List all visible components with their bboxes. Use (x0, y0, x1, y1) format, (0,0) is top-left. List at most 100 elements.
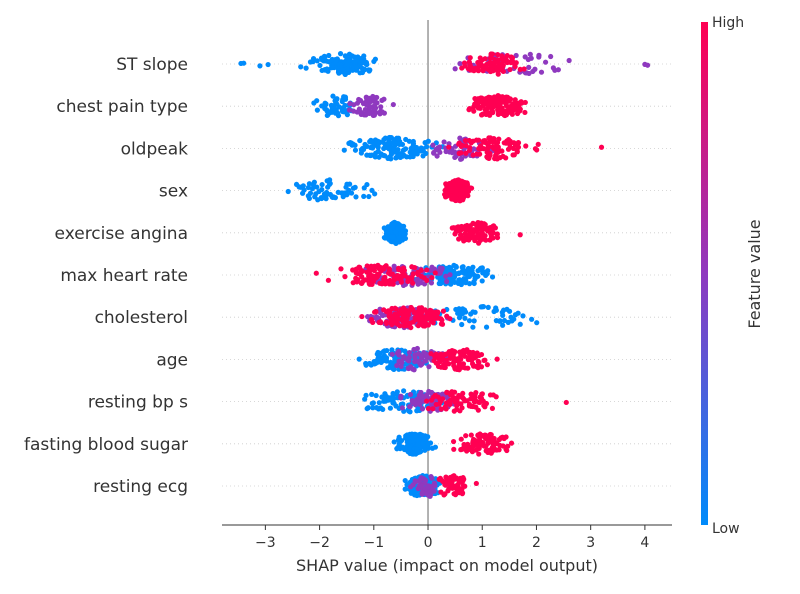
shap-point (384, 347, 390, 354)
shap-point (326, 181, 333, 188)
shap-point (488, 99, 494, 105)
shap-point (424, 398, 430, 404)
shap-point (457, 312, 464, 318)
shap-point (447, 316, 453, 322)
shap-point (381, 96, 387, 102)
x-tick-label: −2 (309, 535, 330, 551)
shap-point (376, 357, 382, 363)
shap-point (460, 306, 466, 312)
feature-label: age (156, 350, 188, 370)
shap-point (448, 187, 455, 194)
shap-point (466, 444, 473, 451)
shap-point (375, 263, 381, 269)
x-axis-label: SHAP value (impact on model output) (296, 556, 598, 575)
shap-point (391, 358, 398, 365)
shap-point (429, 475, 435, 481)
shap-point (462, 315, 468, 321)
shap-point (428, 280, 435, 286)
shap-point (471, 318, 477, 324)
shap-point (396, 352, 402, 358)
feature-label: resting ecg (93, 477, 188, 497)
shap-point (536, 52, 542, 58)
shap-point (426, 493, 433, 499)
shap-point (410, 271, 416, 277)
x-tick-label: −1 (363, 535, 384, 551)
shap-point (461, 396, 467, 402)
shap-point (449, 485, 456, 491)
shap-point (496, 136, 502, 142)
shap-point (330, 106, 336, 112)
shap-point (489, 405, 496, 412)
shap-point (456, 306, 462, 312)
shap-point (366, 193, 372, 200)
feature-labels: ST slope chest pain type oldpeak sex exercis… (24, 55, 188, 497)
shap-point (462, 353, 468, 359)
scatter-points (238, 51, 651, 499)
shap-point (354, 100, 361, 106)
shap-point (441, 139, 447, 145)
shap-point (341, 147, 347, 153)
shap-point (495, 106, 501, 112)
shap-point (515, 103, 521, 109)
shap-point (339, 98, 345, 105)
shap-point (379, 394, 385, 400)
shap-point (462, 137, 469, 144)
shap-point (472, 234, 478, 240)
shap-point (532, 66, 538, 72)
shap-point (441, 361, 447, 368)
shap-point (438, 280, 444, 287)
shap-point (425, 484, 431, 490)
shap-point (548, 53, 554, 60)
shap-point (396, 434, 402, 440)
shap-point (401, 232, 407, 238)
shap-point (412, 149, 418, 155)
shap-point (410, 141, 417, 147)
shap-point (374, 405, 380, 411)
shap-point (535, 141, 541, 147)
shap-point (338, 266, 344, 272)
shap-point (323, 196, 329, 202)
shap-point (483, 324, 490, 330)
shap-point (504, 59, 510, 66)
shap-point (468, 432, 474, 438)
shap-point (415, 485, 421, 492)
shap-point (398, 393, 404, 399)
shap-point (462, 63, 468, 69)
shap-point (645, 62, 651, 68)
shap-point (476, 451, 482, 457)
shap-point (482, 269, 488, 275)
shap-point (442, 482, 449, 488)
shap-point (503, 434, 509, 440)
shap-point (452, 66, 458, 72)
shap-point (433, 146, 439, 153)
shap-point (420, 490, 426, 496)
shap-point (495, 52, 501, 58)
shap-point (454, 476, 460, 482)
shap-point (370, 93, 376, 100)
shap-point (370, 405, 376, 411)
shap-point (318, 195, 325, 202)
shap-point (418, 316, 425, 322)
shap-point (327, 191, 333, 198)
shap-point (478, 112, 485, 118)
shap-point (378, 104, 384, 110)
shap-point (376, 351, 383, 357)
shap-point (336, 104, 342, 110)
shap-point (494, 231, 500, 237)
shap-point (481, 146, 487, 152)
shap-point (354, 64, 360, 70)
shap-point (409, 264, 415, 270)
shap-point (520, 313, 526, 319)
shap-point (376, 400, 382, 406)
shap-point (406, 439, 412, 445)
shap-point (399, 360, 405, 366)
shap-point (386, 134, 392, 141)
shap-point (446, 144, 452, 150)
shap-point (359, 274, 365, 280)
shap-point (395, 225, 402, 231)
shap-point (306, 181, 313, 187)
shap-point (355, 56, 361, 62)
shap-point (366, 281, 372, 287)
shap-point (402, 317, 408, 323)
